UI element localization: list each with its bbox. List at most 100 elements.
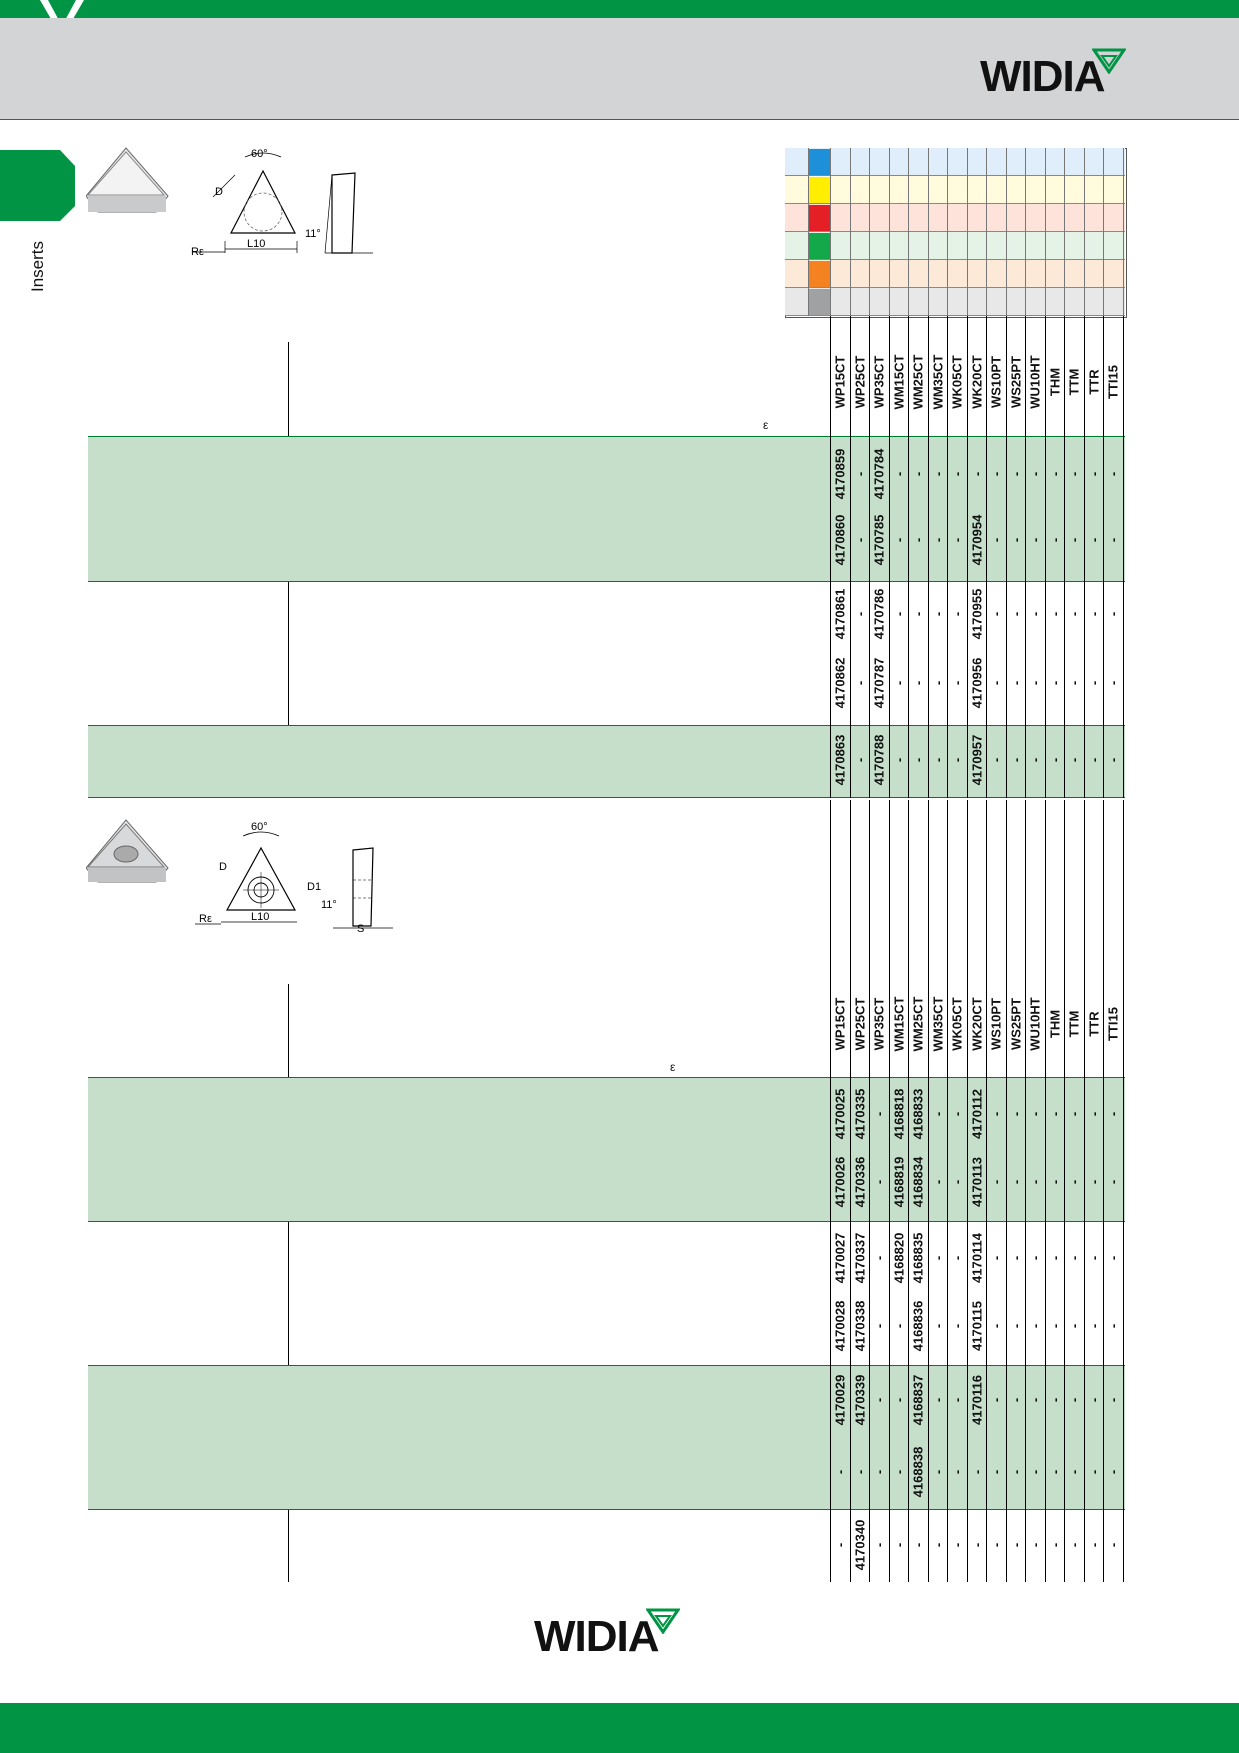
table-cell: - xyxy=(930,611,946,617)
table-cell: - xyxy=(910,757,926,763)
table-cell: - xyxy=(988,471,1004,477)
table-cell: - xyxy=(891,680,907,686)
table-cell: - xyxy=(871,1469,887,1475)
angle-label: 60° xyxy=(251,821,268,833)
table-cell: - xyxy=(988,1542,1004,1548)
table-cell: - xyxy=(988,1469,1004,1475)
table-cell: - xyxy=(949,1469,965,1475)
table-cell: 4170788 xyxy=(871,734,887,786)
table-cell: - xyxy=(1027,1323,1043,1329)
table-cell: - xyxy=(1008,757,1024,763)
table-cell: - xyxy=(891,1542,907,1548)
grade-header: WP35CT xyxy=(871,355,887,409)
table2-band-1 xyxy=(88,1077,1125,1221)
table-cell: - xyxy=(930,537,946,543)
grade-header: WK20CT xyxy=(969,355,985,409)
grade-header: WP15CT xyxy=(832,997,848,1051)
material-group-swatch xyxy=(808,289,830,315)
grade-header: WM25CT xyxy=(910,354,926,410)
material-group-row xyxy=(785,148,1125,176)
table-column-line xyxy=(908,316,909,798)
table-cell: - xyxy=(1066,611,1082,617)
table-cell: 4168838 xyxy=(910,1446,926,1498)
table-column-line xyxy=(1084,800,1085,1582)
table1-rule xyxy=(88,797,1125,798)
table-cell: - xyxy=(1027,1111,1043,1117)
table-cell: - xyxy=(949,757,965,763)
insert-drawing-bottom: 60° D L10 Rε D1 11° S xyxy=(195,821,393,935)
table-cell: - xyxy=(1027,1469,1043,1475)
table-cell: - xyxy=(1105,471,1121,477)
triangle-insert-with-hole-photo-icon xyxy=(86,819,169,883)
clearance-label: 11° xyxy=(305,228,321,240)
material-group-row xyxy=(785,176,1125,204)
table-cell: 4170859 xyxy=(832,448,848,500)
material-grid-line xyxy=(850,148,851,316)
table-cell: - xyxy=(1047,1255,1063,1261)
table-cell: - xyxy=(1047,1323,1063,1329)
material-grid-line xyxy=(889,148,890,316)
footer-logo-text: WIDIA xyxy=(534,1612,660,1661)
table-cell: - xyxy=(988,1179,1004,1185)
table2-rule xyxy=(88,1221,1125,1222)
table-cell: - xyxy=(1105,1323,1121,1329)
table-cell: - xyxy=(1066,1323,1082,1329)
table-cell: - xyxy=(1027,1179,1043,1185)
table-cell: - xyxy=(1008,1542,1024,1548)
grade-header: WP25CT xyxy=(852,997,868,1051)
material-grid-line xyxy=(830,148,831,316)
angle-label: 60° xyxy=(251,148,268,160)
grade-header: WK20CT xyxy=(969,997,985,1051)
table-cell: - xyxy=(988,611,1004,617)
table-cell: - xyxy=(1086,537,1102,543)
table-cell: 4170113 xyxy=(969,1157,985,1207)
table-cell: - xyxy=(1105,611,1121,617)
table-cell: 4170957 xyxy=(969,734,985,786)
table-column-line xyxy=(967,800,968,1582)
table-cell: 4168835 xyxy=(910,1232,926,1284)
table-cell: - xyxy=(1047,1469,1063,1475)
header-band xyxy=(0,18,1239,120)
table-column-line xyxy=(1084,316,1085,798)
table-cell: - xyxy=(891,1323,907,1329)
table-cell: - xyxy=(1047,1542,1063,1548)
table-cell: 4170861 xyxy=(832,588,848,640)
table-cell: - xyxy=(1047,680,1063,686)
table2-rule xyxy=(88,1077,1125,1078)
table-cell: - xyxy=(852,537,868,543)
table-cell: - xyxy=(949,680,965,686)
table-cell: - xyxy=(1086,1255,1102,1261)
table1-epsilon: ε xyxy=(763,418,769,432)
table-cell: - xyxy=(1008,471,1024,477)
table-cell: - xyxy=(1105,1542,1121,1548)
table-cell: - xyxy=(852,1469,868,1475)
table-cell: - xyxy=(910,680,926,686)
table-cell: - xyxy=(1066,1111,1082,1117)
table-cell: - xyxy=(1066,1542,1082,1548)
table1-rule xyxy=(88,581,1125,582)
material-grid-line xyxy=(1064,148,1065,316)
table-cell: - xyxy=(1008,1397,1024,1403)
table-column-line xyxy=(889,316,890,798)
material-grid-line xyxy=(928,148,929,316)
table2-band-2 xyxy=(88,1365,1125,1509)
table-cell: - xyxy=(988,1397,1004,1403)
table-column-line xyxy=(1025,800,1026,1582)
material-grid-line xyxy=(1025,148,1026,316)
material-group-row xyxy=(785,232,1125,260)
table-cell: - xyxy=(1066,1179,1082,1185)
table-cell: 4170029 xyxy=(832,1374,848,1426)
table-cell: - xyxy=(949,1179,965,1185)
table1-band-1 xyxy=(88,436,1125,581)
grade-header: WM15CT xyxy=(891,354,907,410)
table-cell: 4170114 xyxy=(969,1233,985,1283)
table-cell: 4170026 xyxy=(832,1156,848,1208)
table-cell: 4168836 xyxy=(910,1300,926,1352)
table-column-line xyxy=(1025,316,1026,798)
table-column-line xyxy=(1006,316,1007,798)
table-column-line xyxy=(908,800,909,1582)
grade-header: WM35CT xyxy=(930,996,946,1052)
table-cell: 4170786 xyxy=(871,588,887,640)
material-group-swatch xyxy=(808,177,830,203)
table-cell: - xyxy=(871,1542,887,1548)
